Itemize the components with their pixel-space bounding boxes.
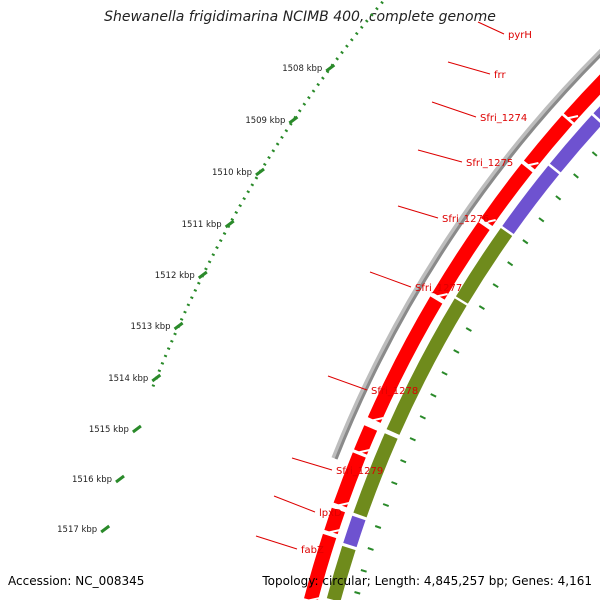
backbone-ring (334, 53, 600, 460)
kbp-tick (151, 373, 162, 383)
gene-label-frr: frr (494, 70, 506, 81)
gene-label-pyrh: pyrH (508, 30, 532, 41)
reverse-gene-9 (343, 515, 366, 548)
kbp-tick (115, 474, 125, 484)
gene-callout-line (397, 205, 439, 219)
minor-tick (507, 261, 514, 267)
gene-callout-line (273, 495, 316, 513)
minor-tick (492, 283, 499, 289)
kbp-tick (173, 321, 184, 331)
minor-tick (400, 459, 407, 464)
minor-tick (555, 195, 562, 201)
reverse-gene-7 (386, 298, 467, 435)
gene-label-lpxd: lpxD (319, 508, 342, 519)
kbp-tick (288, 115, 299, 125)
reverse-gene-8 (353, 433, 398, 518)
minor-tick (591, 151, 598, 157)
gene-callout-line (447, 61, 491, 75)
gene-label-sfri_1277: Sfri_1277 (415, 283, 462, 294)
kbp-label: 1513 kbp (131, 322, 171, 332)
kbp-tick (131, 424, 142, 434)
forward-gene-6 (367, 296, 443, 423)
reverse-gene-6 (455, 227, 513, 304)
minor-tick (354, 591, 361, 595)
kbp-tick (325, 63, 336, 73)
forward-gene-gap-6 (365, 417, 384, 423)
kbp-tick (224, 219, 235, 229)
minor-tick (465, 327, 472, 332)
forward-gene-gap-9 (321, 529, 341, 535)
forward-gene-gap-10 (306, 597, 321, 600)
forward-gene-8 (333, 452, 366, 508)
forward-gene-gap-4 (477, 219, 496, 225)
kbp-label: 1511 kbp (182, 220, 222, 230)
minor-tick (430, 393, 437, 398)
gene-label-sfri_1276: Sfri_1276 (442, 214, 489, 225)
minor-tick (382, 503, 390, 508)
minor-tick (441, 371, 448, 376)
reverse-gene-4 (549, 115, 600, 173)
minor-tick (522, 239, 529, 245)
minor-tick (453, 349, 460, 354)
gene-callout-line (327, 375, 368, 391)
accession-label: Accession: NC_008345 (8, 574, 145, 588)
forward-gene-gap-5 (429, 293, 448, 299)
kbp-label: 1509 kbp (245, 116, 285, 126)
kbp-label: 1508 kbp (282, 64, 322, 74)
gene-label-fabz: fabZ (301, 545, 324, 556)
gene-label-sfri_1278: Sfri_1278 (371, 386, 418, 397)
kbp-label: 1515 kbp (89, 425, 129, 435)
topology-label: Topology: circular; Length: 4,845,257 bp… (262, 574, 592, 588)
gene-callout-line (417, 149, 463, 163)
minor-tick (391, 481, 398, 486)
gene-callout-line (431, 101, 477, 118)
kbp-label: 1512 kbp (155, 271, 195, 281)
minor-tick (360, 569, 367, 573)
forward-gene-7 (354, 425, 378, 455)
kbp-tick (100, 524, 111, 534)
minor-tick (374, 525, 382, 529)
gene-callout-line (255, 535, 298, 550)
kbp-label: 1514 kbp (108, 374, 148, 384)
gene-callout-line (477, 21, 505, 35)
forward-gene-gap-8 (330, 502, 350, 508)
kbp-label: 1516 kbp (72, 475, 112, 485)
kbp-label: 1510 kbp (212, 168, 252, 178)
minor-tick (419, 415, 426, 420)
reverse-gene-3 (593, 106, 600, 120)
kbp-label: 1517 kbp (57, 525, 97, 535)
backbone-shadow (331, 48, 600, 460)
minor-tick (538, 217, 545, 223)
gene-label-sfri_1279: Sfri_1279 (336, 466, 383, 477)
minor-tick (367, 547, 374, 551)
minor-tick (409, 437, 416, 442)
map-title: Shewanella frigidimarina NCIMB 400, comp… (104, 9, 496, 25)
minor-tick (573, 173, 579, 179)
gene-callout-line (291, 457, 333, 471)
kbp-tick (255, 167, 265, 177)
reverse-gene-5 (502, 165, 560, 235)
minor-tick (478, 305, 485, 310)
gene-label-sfri_1274: Sfri_1274 (480, 113, 527, 124)
gene-label-sfri_1275: Sfri_1275 (466, 158, 513, 169)
kbp-tick (197, 270, 208, 280)
gene-callout-line (369, 271, 412, 288)
